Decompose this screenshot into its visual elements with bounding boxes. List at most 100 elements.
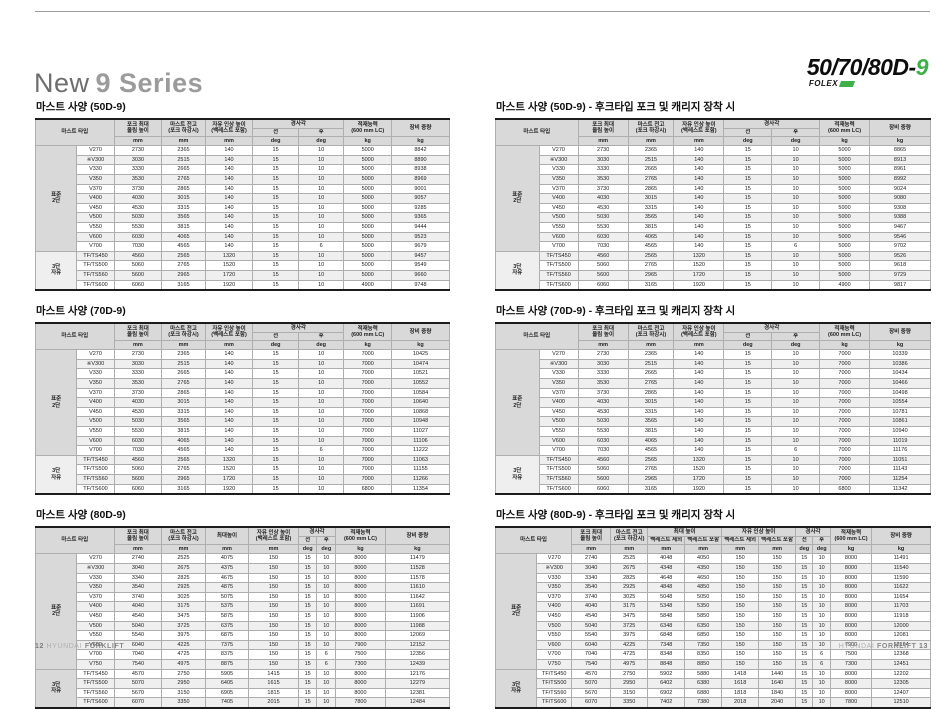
table-title: 마스트 사양 (50D-9) - 후크타입 포크 및 캐리지 장착 시 <box>496 101 736 113</box>
value-cell: 150 <box>721 572 760 584</box>
header-cell: 전 <box>297 535 318 546</box>
value-cell: 2525 <box>161 553 206 564</box>
value-cell: 4375 <box>204 562 250 574</box>
value-cell: 8000 <box>335 678 386 689</box>
table-row: V370 3740 3025 5075 150 15 10 8000 11642 <box>36 591 451 603</box>
value-cell: 8350 <box>684 649 723 660</box>
table-row: TF/TS500 5060 2765 1520 15 10 5000 9549 <box>36 260 450 271</box>
header-cell: 후 <box>771 127 821 138</box>
header-cell: mm <box>610 544 649 555</box>
header-cell: mm <box>673 340 725 351</box>
value-cell: 2965 <box>161 269 206 281</box>
value-cell: 3165 <box>161 483 206 495</box>
value-cell: 6905 <box>204 687 250 699</box>
header-cell: mm <box>113 136 163 147</box>
header-row: 마스트 타입 포크 최대 올림 높이 마스트 전고 (포크 하강시) 최대높이 자유 인… <box>35 526 451 555</box>
value-cell: 15 <box>723 445 773 456</box>
value-cell: 11106 <box>391 435 450 447</box>
value-cell: 15 <box>723 183 773 195</box>
value-cell: 9748 <box>391 279 450 291</box>
value-cell: 5040 <box>113 620 163 632</box>
value-cell: 6060 <box>113 483 163 495</box>
value-cell: 7000 <box>819 454 871 466</box>
value-cell: 5000 <box>819 241 871 252</box>
value-cell: 6 <box>297 241 345 252</box>
value-cell: 4565 <box>627 241 675 252</box>
mast-type-cell: V370 <box>76 387 115 399</box>
table-row: V500 5030 3565 140 15 10 5000 9388 <box>496 212 931 223</box>
table-row: V350 3540 2925 4848 4850 150 150 15 10 8000 11622 <box>496 582 931 593</box>
value-cell: 11622 <box>871 582 931 593</box>
value-cell: 4048 <box>647 553 686 564</box>
mast-type-cell: V450 <box>536 610 573 622</box>
value-cell: 2950 <box>161 678 206 689</box>
value-cell: 2730 <box>577 349 629 360</box>
value-cell: 8000 <box>335 687 386 699</box>
mast-type-cell: V550 <box>76 426 115 437</box>
mast-type-cell: V400 <box>538 193 579 204</box>
value-cell: 5070 <box>571 678 612 689</box>
value-cell: 15 <box>252 435 299 447</box>
value-cell: 1520 <box>204 260 254 271</box>
mast-type-cell: ※V300 <box>76 358 115 370</box>
value-cell: 5000 <box>343 231 392 243</box>
value-cell: 10 <box>771 358 821 370</box>
value-cell: 5000 <box>343 164 392 175</box>
mast-type-cell: V550 <box>538 221 579 233</box>
unit-row: mm mm mm deg deg kg kg <box>496 340 931 351</box>
value-cell: 9546 <box>869 231 931 243</box>
value-cell: 4648 <box>647 572 686 584</box>
table-title: 마스트 사양 (50D-9) <box>36 101 126 113</box>
mast-type-cell: V500 <box>536 620 573 632</box>
mast-type-cell: V270 <box>538 145 579 156</box>
value-cell: 6 <box>316 658 337 670</box>
mast-type-cell: V350 <box>536 582 573 593</box>
value-cell: 15 <box>297 668 318 680</box>
value-cell: 150 <box>248 572 299 584</box>
mast-type-cell: V600 <box>536 639 573 651</box>
value-cell: 150 <box>758 582 797 593</box>
value-cell: 2740 <box>113 553 163 564</box>
value-cell: 1840 <box>758 687 797 699</box>
value-cell: 7030 <box>113 241 163 252</box>
header-cell: mm <box>673 136 725 147</box>
value-cell: 140 <box>204 416 254 428</box>
value-cell: 1320 <box>673 454 725 466</box>
value-cell: 11540 <box>871 562 931 574</box>
value-cell: 15 <box>252 474 299 485</box>
value-cell: 3040 <box>113 562 163 574</box>
value-cell: 150 <box>248 553 299 564</box>
value-cell: 2765 <box>627 464 675 475</box>
value-cell: 6850 <box>684 630 723 641</box>
value-cell: 1520 <box>673 260 725 271</box>
value-cell: 10 <box>297 154 345 166</box>
value-cell: 10 <box>771 416 821 428</box>
value-cell: 10474 <box>391 358 450 370</box>
mast-type-cell: V600 <box>538 231 579 243</box>
value-cell: 12202 <box>871 668 931 680</box>
table-row: V400 4030 3015 140 15 10 5000 9080 <box>496 193 931 204</box>
header-cell: 경사각 <box>252 322 345 333</box>
value-cell: 7000 <box>343 464 392 475</box>
value-cell: 8865 <box>869 145 931 156</box>
value-cell: 10 <box>771 435 821 447</box>
value-cell: 15 <box>252 483 299 495</box>
header-row: 마스트 타입 포크 최대 올림 높이 마스트 전고 (포크 하강시) 최대 높이 자유 … <box>494 526 931 555</box>
value-cell: 11019 <box>869 435 931 447</box>
value-cell: 10 <box>771 474 821 485</box>
model-logo-subbrand: FOLEX <box>807 80 928 88</box>
value-cell: 5000 <box>343 154 392 166</box>
mast-type-cell: V400 <box>76 397 115 408</box>
header-cell: mm <box>721 544 760 555</box>
mast-type-cell: V370 <box>76 591 115 603</box>
value-cell: 2365 <box>627 349 675 360</box>
value-cell: 15 <box>297 582 318 593</box>
value-cell: 10 <box>297 483 345 495</box>
value-cell: 6405 <box>204 678 250 689</box>
value-cell: 150 <box>721 610 760 622</box>
value-cell: 15 <box>252 183 299 195</box>
value-cell: 3815 <box>161 426 206 437</box>
table-row: V700 7040 4725 8375 150 15 6 7500 12356 <box>36 649 451 660</box>
value-cell: 15 <box>252 387 299 399</box>
spec-table-50d: 마스트 타입 포크 최대 올림 높이 마스트 전고 (포크 하강시) 자유 인상 높이… <box>34 118 450 292</box>
